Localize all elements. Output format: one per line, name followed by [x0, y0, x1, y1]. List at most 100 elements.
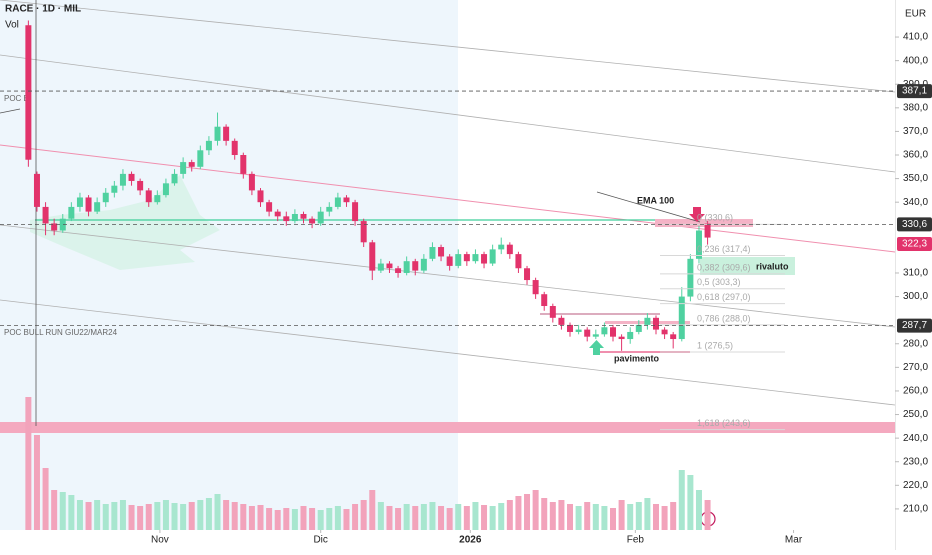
candle-body	[343, 197, 350, 203]
volume-bar	[59, 492, 66, 530]
candle-body	[369, 242, 376, 271]
y-tick-label: 350,0	[903, 173, 928, 184]
symbol-title: RACE · 1D · MIL	[5, 4, 81, 15]
volume-bar	[42, 468, 49, 530]
volume-bar	[395, 508, 402, 530]
candle-body	[154, 195, 161, 203]
candle-body	[429, 247, 436, 259]
candle-body	[420, 258, 427, 271]
volume-bar	[386, 506, 393, 530]
volume-bar	[644, 498, 651, 530]
volume-bar	[154, 502, 161, 530]
price-badge-label: 387,1	[902, 86, 927, 97]
candle-body	[618, 336, 625, 340]
y-tick-label: 250,0	[903, 409, 928, 420]
candle-body	[102, 192, 109, 203]
candle-body	[274, 211, 281, 217]
price-badge	[897, 236, 932, 251]
up-arrow	[589, 340, 604, 355]
price-badge-label: 322,3	[902, 239, 927, 250]
candle-body	[266, 202, 273, 212]
candle-body	[652, 317, 659, 330]
candle-body	[635, 324, 642, 332]
volume-bar	[670, 502, 677, 530]
candle-body	[33, 173, 40, 207]
volume-bar	[85, 502, 92, 530]
volume-bar	[429, 502, 436, 530]
candle-body	[515, 254, 522, 269]
candle-body	[180, 162, 187, 174]
volume-bar	[567, 504, 574, 530]
candle-body	[377, 263, 384, 271]
volume-bar	[592, 504, 599, 530]
volume-bar	[506, 500, 513, 530]
y-tick-label: 280,0	[903, 338, 928, 349]
annotation: pavimento	[614, 353, 660, 363]
volume-bar	[695, 490, 702, 530]
volume-bar	[420, 504, 427, 530]
x-tick-label: 2026	[459, 535, 482, 546]
candle-body	[94, 202, 101, 212]
candle-body	[145, 190, 152, 203]
volume-bar	[515, 496, 522, 530]
volume-bar	[171, 503, 178, 530]
candle-body	[68, 206, 75, 219]
y-tick-label: 370,0	[903, 126, 928, 137]
volume-bar	[412, 506, 419, 530]
volume-bar	[584, 502, 591, 530]
candle-body	[558, 317, 565, 325]
y-tick-label: 410,0	[903, 32, 928, 43]
x-tick-label: Dic	[313, 535, 327, 546]
volume-bar	[214, 494, 221, 530]
y-tick-label: 400,0	[903, 55, 928, 66]
fib-label: 0,786 (288,0)	[697, 313, 751, 323]
fib-label: 0,618 (297,0)	[697, 292, 751, 302]
volume-bar	[704, 500, 711, 530]
candle-body	[240, 155, 247, 174]
volume-bar	[283, 508, 290, 530]
candle-body	[524, 268, 531, 281]
candle-body	[119, 173, 126, 186]
candle-body	[291, 213, 298, 222]
price-badge-label: 287,7	[902, 320, 927, 331]
x-tick-label: Mar	[785, 535, 803, 546]
volume-bar	[498, 503, 505, 530]
candle-body	[584, 329, 591, 337]
volume-bar	[360, 500, 367, 530]
y-tick-label: 300,0	[903, 291, 928, 302]
x-tick-label: Feb	[627, 535, 645, 546]
volume-bar	[678, 470, 685, 530]
volume-bar	[558, 500, 565, 530]
candle-body	[627, 331, 634, 340]
candle-body	[59, 218, 66, 231]
candle-body	[403, 261, 410, 273]
volume-bar	[334, 506, 341, 530]
candle-body	[489, 249, 496, 264]
candle-body	[85, 197, 92, 212]
volume-bar	[524, 494, 531, 530]
y-tick-label: 310,0	[903, 268, 928, 279]
candle-body	[309, 218, 316, 224]
volume-bar	[162, 500, 169, 530]
volume-bar	[472, 502, 479, 530]
candle-body	[283, 216, 290, 222]
volume-bar	[489, 506, 496, 530]
candle-body	[300, 213, 307, 219]
candle-body	[687, 258, 694, 297]
candle-body	[257, 190, 264, 203]
fib-label: 0,236 (317,4)	[697, 244, 751, 254]
volume-bar	[51, 490, 58, 530]
down-arrow	[689, 207, 705, 222]
candle-body	[205, 140, 212, 151]
volume-bar	[352, 504, 359, 530]
y-tick-label: 220,0	[903, 480, 928, 491]
resistance-box	[655, 219, 753, 227]
volume-bar	[403, 504, 410, 530]
fib-label: 1 (276,5)	[697, 340, 733, 350]
candle-body	[76, 197, 83, 207]
channel-line	[0, 224, 896, 328]
candle-body	[541, 294, 548, 307]
price-axis-border	[895, 0, 896, 550]
y-tick-label: 340,0	[903, 197, 928, 208]
x-tick-label: Nov	[151, 535, 169, 546]
